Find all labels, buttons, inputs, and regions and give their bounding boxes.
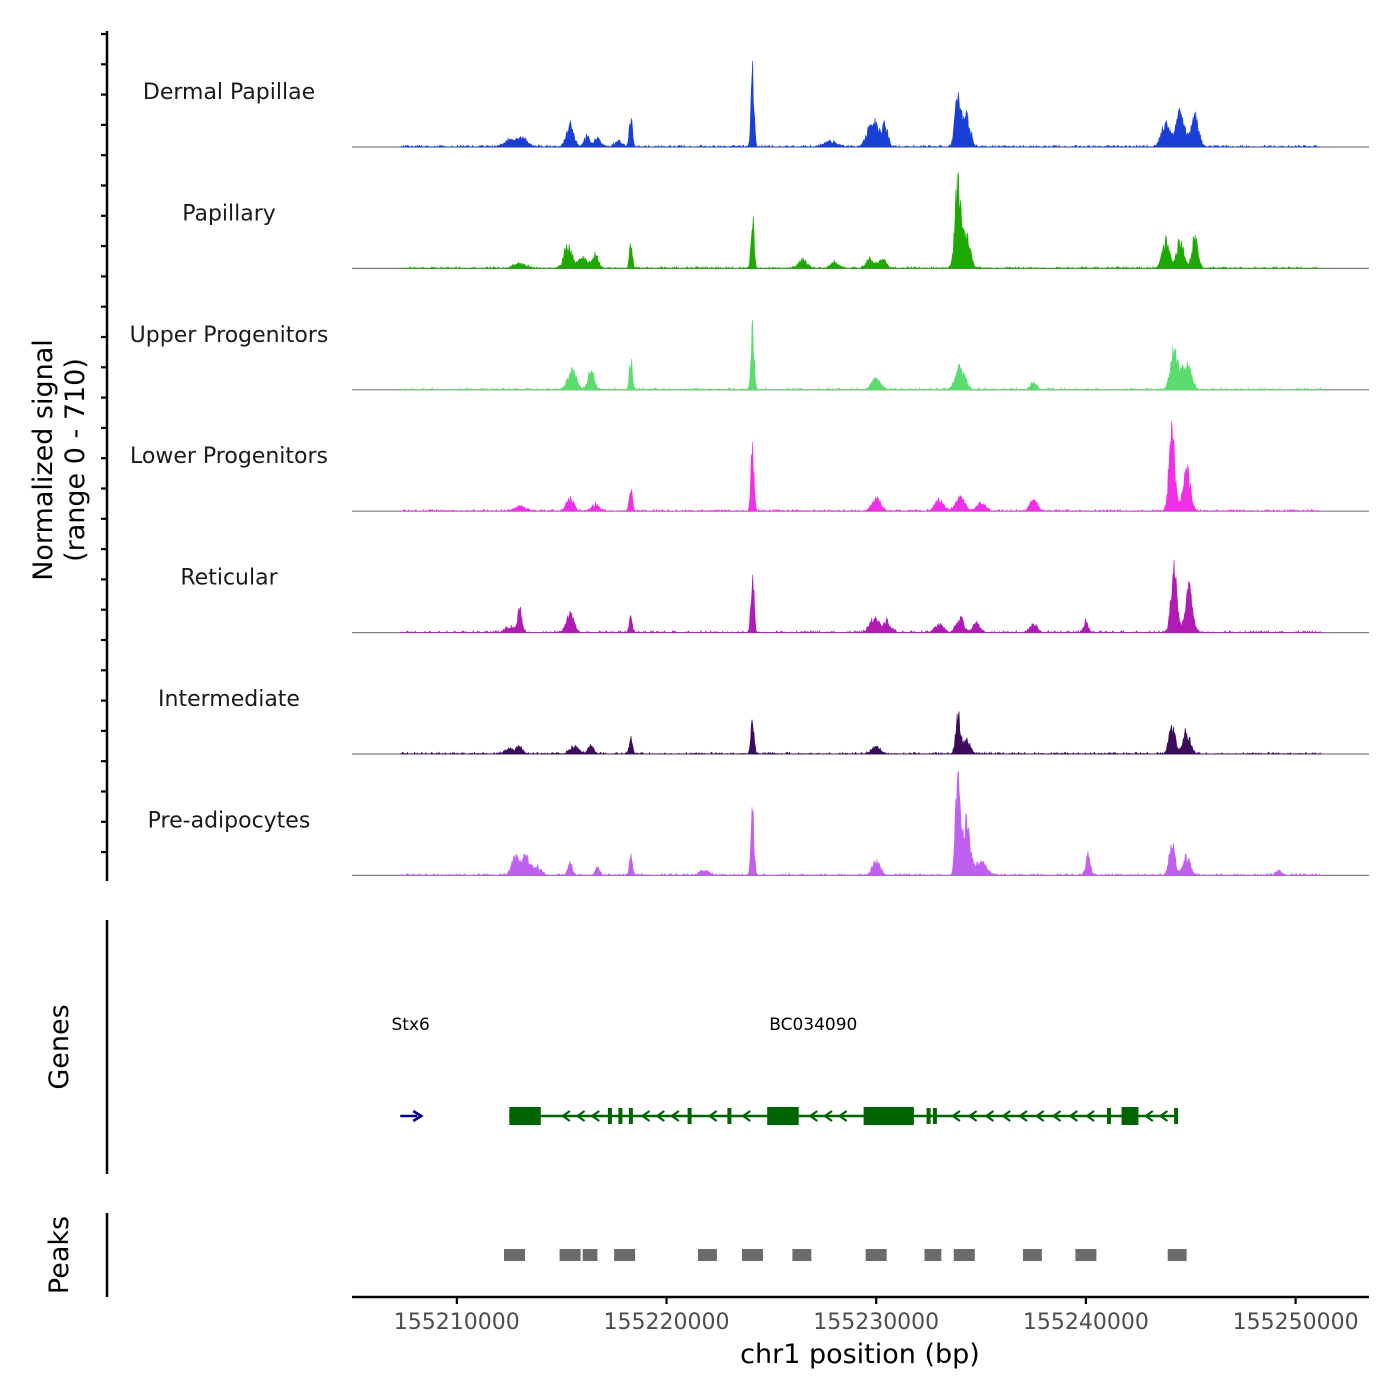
- track-dermal-papillae: Dermal Papillae: [143, 60, 1369, 148]
- strand-chevron: [808, 1110, 818, 1122]
- stx6-strand-arrow: [412, 1109, 424, 1123]
- strand-chevron: [575, 1110, 586, 1122]
- peak-region: [792, 1249, 812, 1261]
- strand-chevron: [707, 1110, 718, 1122]
- bc034090-exon: [1107, 1108, 1111, 1124]
- peak-region: [1075, 1249, 1097, 1261]
- strand-chevron: [1051, 1110, 1062, 1122]
- signal-area: [400, 770, 1322, 877]
- strand-chevron: [984, 1110, 995, 1122]
- track-pre-adipocytes: Pre-adipocytes: [148, 770, 1369, 877]
- track-upper-progenitors: Upper Progenitors: [130, 320, 1369, 391]
- strand-chevron: [670, 1110, 680, 1122]
- peak-region: [614, 1249, 636, 1261]
- track-label: Pre-adipocytes: [148, 808, 311, 833]
- bc034090-exon: [767, 1107, 799, 1125]
- bc034090-exon: [926, 1108, 931, 1124]
- bc034090-exon: [687, 1108, 692, 1124]
- track-label: Upper Progenitors: [130, 323, 329, 348]
- x-tick-label: 155250000: [1233, 1310, 1359, 1335]
- peak-region: [924, 1249, 942, 1261]
- x-tick-label: 155210000: [394, 1310, 520, 1335]
- strand-chevron: [823, 1110, 833, 1122]
- peaks-track-title: Peaks: [44, 1216, 75, 1294]
- bc034090-exon: [509, 1107, 541, 1125]
- peak-region: [559, 1249, 581, 1261]
- genes-track-title: Genes: [44, 1004, 75, 1089]
- track-label: Reticular: [180, 566, 278, 591]
- signal-tracks: Dermal Papillae Papillary Upper Progenitor…: [130, 60, 1369, 877]
- strand-chevron: [560, 1110, 571, 1122]
- track-label: Papillary: [182, 201, 276, 226]
- bc034090-exon: [863, 1107, 914, 1125]
- bc034090-exon: [932, 1108, 937, 1124]
- peak-region: [742, 1249, 763, 1261]
- x-tick-label: 155240000: [1023, 1310, 1149, 1335]
- signal-area: [400, 711, 1322, 755]
- bc034090-exon: [628, 1108, 633, 1124]
- x-tick-label: 155230000: [813, 1310, 939, 1335]
- peak-region: [865, 1249, 887, 1261]
- peak-region: [1023, 1249, 1042, 1261]
- bc034090-exon: [1121, 1107, 1139, 1125]
- strand-chevron: [741, 1110, 751, 1122]
- peak-region: [582, 1249, 598, 1261]
- signal-area: [400, 60, 1321, 148]
- y-axis-range: (range 0 - 710): [60, 358, 91, 562]
- strand-chevron: [1034, 1110, 1045, 1122]
- peak-region: [953, 1249, 975, 1261]
- track-intermediate: Intermediate: [158, 687, 1369, 755]
- signal-area: [400, 172, 1321, 270]
- signal-y-axis-ticks: [101, 32, 107, 854]
- strand-chevron: [1068, 1110, 1078, 1122]
- track-label: Lower Progenitors: [130, 444, 328, 469]
- signal-area: [400, 421, 1322, 513]
- track-reticular: Reticular: [180, 559, 1369, 634]
- x-tick-label: 155220000: [604, 1310, 730, 1335]
- y-axis-title: Normalized signal: [28, 339, 59, 581]
- strand-chevron: [1018, 1110, 1028, 1122]
- strand-chevron: [640, 1110, 651, 1122]
- strand-chevron: [655, 1110, 665, 1122]
- x-axis-ticks: 155210000 155220000 155230000 155240000 1552…: [394, 1297, 1359, 1335]
- strand-chevron: [1158, 1110, 1169, 1122]
- gene-track: Stx6 BC034090: [392, 1015, 1179, 1125]
- strand-chevron: [967, 1110, 978, 1122]
- strand-chevron: [1085, 1110, 1095, 1122]
- gene-label: BC034090: [769, 1015, 857, 1035]
- bc034090-exon: [1174, 1108, 1179, 1124]
- strand-chevron: [1001, 1110, 1011, 1122]
- x-axis-title: chr1 position (bp): [740, 1339, 980, 1370]
- track-label: Intermediate: [158, 687, 300, 712]
- track-lower-progenitors: Lower Progenitors: [130, 421, 1369, 513]
- strand-chevron: [837, 1110, 848, 1122]
- peak-region: [698, 1249, 717, 1261]
- peak-region: [504, 1249, 525, 1261]
- signal-area: [400, 559, 1322, 634]
- track-papillary: Papillary: [182, 172, 1369, 270]
- strand-chevron: [951, 1110, 961, 1122]
- bc034090-exon: [727, 1108, 732, 1124]
- peak-region: [1167, 1249, 1187, 1261]
- strand-chevron: [1143, 1110, 1154, 1122]
- strand-chevron: [590, 1110, 600, 1122]
- bc034090-exon: [618, 1108, 623, 1124]
- gene-label: Stx6: [392, 1015, 430, 1035]
- peak-regions-track: [504, 1249, 1187, 1261]
- track-label: Dermal Papillae: [143, 80, 315, 105]
- signal-area: [400, 320, 1322, 391]
- bc034090-exon: [607, 1108, 612, 1124]
